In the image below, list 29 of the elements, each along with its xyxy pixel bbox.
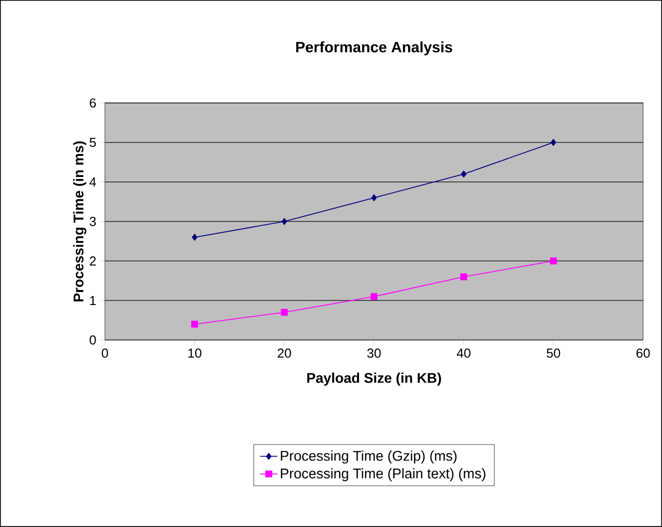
point	[550, 258, 557, 264]
x-tick-label: 20	[278, 348, 292, 358]
y-tick-label: 2	[90, 256, 96, 266]
point	[280, 308, 288, 316]
x-tick-label: 40	[456, 348, 470, 358]
y-tick-label: 5	[90, 138, 96, 147]
x-tick-label: 60	[636, 348, 650, 358]
x-tick-label: 50	[546, 348, 560, 358]
x-tick-label: 10	[188, 348, 202, 358]
legend-label: Processing Time (Plain text) (ms)	[280, 468, 486, 482]
point	[191, 320, 198, 328]
point	[282, 218, 288, 225]
point	[370, 293, 378, 300]
y-tick-label: 1	[90, 296, 96, 305]
y-axis-title: Processing Time (in ms)	[73, 141, 86, 302]
point	[371, 194, 377, 202]
point	[192, 234, 198, 241]
point	[550, 139, 556, 146]
x-tick-label: 0	[102, 348, 108, 358]
y-tick-label: 0	[90, 335, 96, 345]
x-tick-label: 30	[367, 348, 381, 358]
legend-label: Processing Time (Gzip) (ms)	[280, 450, 457, 464]
y-tick-label: 3	[90, 216, 96, 226]
point	[460, 273, 468, 280]
y-tick-label: 4	[89, 178, 96, 186]
point	[461, 170, 466, 178]
chart-title: Performance Analysis	[296, 41, 452, 56]
x-axis-title: Payload Size (in KB)	[307, 372, 442, 386]
y-tick-label: 6	[90, 98, 96, 108]
